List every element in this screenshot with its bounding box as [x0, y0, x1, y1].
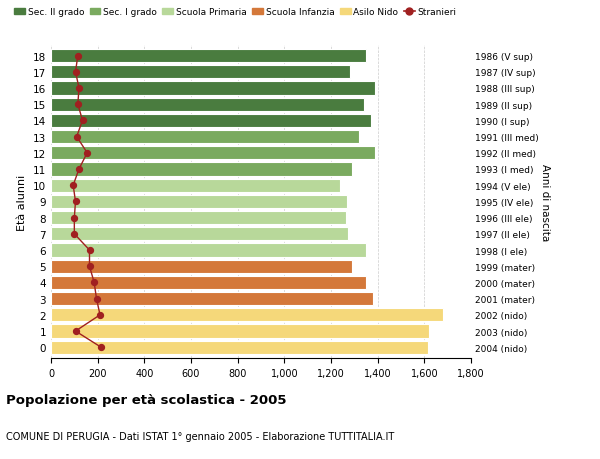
Bar [51, 66, 350, 79]
Y-axis label: Età alunni: Età alunni [17, 174, 28, 230]
Point [71, 198, 80, 206]
Bar [51, 82, 376, 95]
Y-axis label: Anni di nascita: Anni di nascita [540, 163, 550, 241]
Bar [51, 228, 349, 241]
Bar [51, 325, 429, 338]
Bar [51, 292, 373, 306]
Bar [51, 50, 366, 63]
Text: Popolazione per età scolastica - 2005: Popolazione per età scolastica - 2005 [6, 393, 287, 406]
Point [74, 166, 84, 174]
Bar [51, 260, 352, 273]
Point [85, 247, 94, 254]
Bar [51, 131, 359, 144]
Text: COMUNE DI PERUGIA - Dati ISTAT 1° gennaio 2005 - Elaborazione TUTTITALIA.IT: COMUNE DI PERUGIA - Dati ISTAT 1° gennai… [6, 431, 394, 441]
Bar [51, 244, 366, 257]
Point [89, 279, 99, 286]
Point [97, 344, 106, 351]
Bar [51, 114, 371, 128]
Point [73, 53, 83, 60]
Point [92, 295, 101, 302]
Bar [51, 98, 364, 112]
Bar [51, 276, 366, 290]
Bar [51, 147, 376, 160]
Point [74, 85, 84, 92]
Point [71, 69, 80, 76]
Bar [51, 163, 352, 176]
Bar [51, 212, 346, 225]
Point [72, 134, 82, 141]
Bar [51, 196, 347, 208]
Bar [51, 308, 443, 322]
Point [82, 150, 92, 157]
Point [85, 263, 94, 270]
Point [73, 101, 83, 109]
Point [78, 118, 88, 125]
Point [70, 230, 79, 238]
Point [68, 182, 78, 190]
Point [71, 328, 80, 335]
Point [95, 312, 105, 319]
Bar [51, 341, 428, 354]
Point [70, 214, 79, 222]
Legend: Sec. II grado, Sec. I grado, Scuola Primaria, Scuola Infanzia, Asilo Nido, Stran: Sec. II grado, Sec. I grado, Scuola Prim… [11, 5, 460, 21]
Bar [51, 179, 340, 192]
